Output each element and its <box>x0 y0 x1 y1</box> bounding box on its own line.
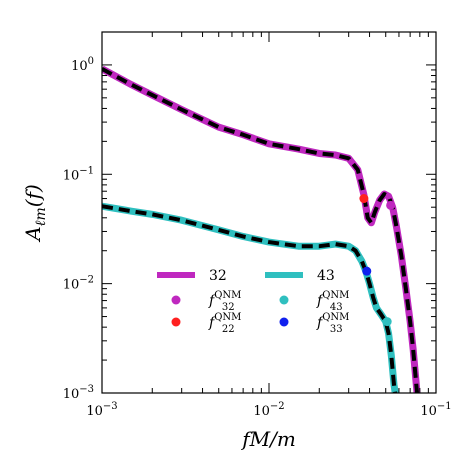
legend-label-qnm-43: fQNM 43 <box>316 290 349 313</box>
y-tick-label: 100 <box>71 56 94 74</box>
qnm-marker-32 <box>386 200 396 210</box>
x-tick-label: 10−2 <box>253 401 284 419</box>
series-line-43 <box>102 202 399 393</box>
legend-label-43: 43 <box>317 268 335 284</box>
legend-label-qnm-33: fQNM 33 <box>316 312 349 335</box>
y-tick-label: 10−3 <box>63 384 94 402</box>
y-tick-label: 10−2 <box>63 275 94 293</box>
legend-label-qnm-32: fQNM 32 <box>208 290 241 313</box>
x-tick-label: 10−1 <box>420 401 451 419</box>
y-tick-label: 10−1 <box>63 165 94 183</box>
marker-layer <box>359 194 396 327</box>
legend-label-qnm-22: fQNM 22 <box>208 312 241 335</box>
legend: 32 43 fQNM 32 fQNM 43 fQNM 22 fQNM 33 <box>157 268 349 335</box>
x-axis-label: fM/m <box>240 427 296 451</box>
fit-line-32 <box>102 67 420 393</box>
legend-marker-22 <box>171 317 181 327</box>
x-tick-label: 10−3 <box>86 401 117 419</box>
series-layer <box>102 65 421 393</box>
legend-label-32: 32 <box>209 268 227 284</box>
y-axis-label: Aℓm(f) <box>21 184 49 243</box>
legend-marker-32 <box>171 295 181 305</box>
qnm-marker-43 <box>382 317 392 327</box>
series-line-32 <box>102 65 421 393</box>
legend-marker-33 <box>279 317 289 327</box>
tick-layer: 10−3 10−2 10−1 10−3 10−2 10−1 100 <box>63 31 452 419</box>
qnm-marker-22 <box>359 194 369 204</box>
qnm-marker-33 <box>362 266 372 276</box>
legend-marker-43 <box>279 295 289 305</box>
